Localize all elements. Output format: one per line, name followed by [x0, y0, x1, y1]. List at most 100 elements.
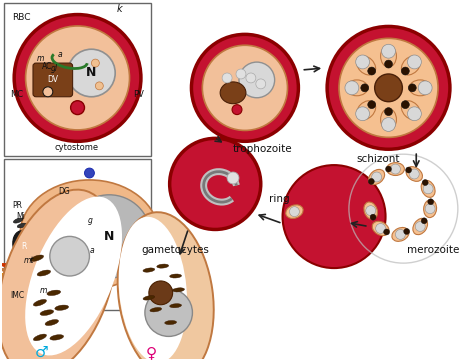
Circle shape	[290, 207, 300, 216]
Ellipse shape	[157, 264, 169, 268]
Ellipse shape	[381, 45, 396, 67]
Circle shape	[421, 218, 427, 224]
Circle shape	[401, 67, 409, 75]
Ellipse shape	[33, 299, 46, 306]
Ellipse shape	[386, 163, 404, 176]
Ellipse shape	[0, 263, 85, 283]
Circle shape	[14, 14, 141, 141]
Circle shape	[423, 184, 433, 194]
Circle shape	[395, 230, 405, 239]
Text: mt: mt	[24, 256, 35, 265]
Ellipse shape	[356, 101, 375, 120]
Circle shape	[84, 168, 94, 178]
Text: m: m	[36, 54, 44, 63]
Circle shape	[428, 199, 434, 205]
Circle shape	[382, 44, 395, 58]
Circle shape	[408, 84, 416, 92]
Circle shape	[170, 138, 261, 230]
Text: R: R	[21, 242, 27, 251]
Circle shape	[68, 195, 151, 278]
Ellipse shape	[33, 334, 46, 341]
Ellipse shape	[37, 270, 51, 276]
Ellipse shape	[410, 80, 431, 96]
Ellipse shape	[118, 217, 187, 362]
Circle shape	[64, 207, 79, 220]
Ellipse shape	[40, 310, 54, 315]
Text: IMC: IMC	[10, 291, 24, 300]
Circle shape	[145, 289, 192, 336]
Circle shape	[374, 74, 402, 102]
Ellipse shape	[165, 320, 177, 325]
Ellipse shape	[346, 80, 368, 96]
Circle shape	[368, 178, 374, 184]
Ellipse shape	[0, 278, 85, 298]
Ellipse shape	[20, 180, 159, 289]
Text: gametocytes: gametocytes	[142, 245, 210, 255]
Ellipse shape	[173, 288, 184, 292]
Ellipse shape	[0, 283, 85, 303]
Circle shape	[391, 164, 401, 174]
Circle shape	[246, 73, 256, 83]
Text: ring: ring	[269, 194, 290, 204]
Circle shape	[191, 34, 299, 141]
Ellipse shape	[45, 320, 58, 325]
Ellipse shape	[0, 268, 85, 288]
Ellipse shape	[170, 304, 182, 308]
Text: MC: MC	[10, 90, 23, 99]
Circle shape	[232, 105, 242, 115]
Ellipse shape	[21, 228, 31, 232]
Circle shape	[327, 26, 450, 149]
Ellipse shape	[47, 290, 61, 295]
Circle shape	[425, 204, 435, 214]
Circle shape	[384, 108, 392, 115]
Ellipse shape	[364, 202, 377, 219]
Circle shape	[366, 206, 376, 216]
Ellipse shape	[118, 212, 214, 362]
Ellipse shape	[170, 274, 182, 278]
Circle shape	[283, 165, 385, 268]
Ellipse shape	[392, 227, 409, 241]
Ellipse shape	[17, 223, 27, 228]
Ellipse shape	[413, 218, 428, 235]
Circle shape	[404, 228, 410, 235]
Circle shape	[55, 220, 69, 233]
Text: g: g	[88, 216, 92, 225]
Circle shape	[410, 169, 419, 179]
Ellipse shape	[13, 218, 23, 223]
Ellipse shape	[286, 205, 303, 218]
Circle shape	[372, 172, 382, 182]
Ellipse shape	[25, 197, 122, 355]
Text: RBC: RBC	[12, 13, 31, 22]
Ellipse shape	[0, 273, 85, 293]
Circle shape	[408, 107, 421, 121]
Ellipse shape	[401, 56, 420, 75]
Circle shape	[71, 101, 84, 115]
Circle shape	[368, 101, 376, 109]
Circle shape	[50, 236, 90, 276]
Ellipse shape	[421, 180, 435, 197]
Ellipse shape	[381, 109, 396, 130]
Bar	[4, 3, 151, 156]
Ellipse shape	[0, 190, 116, 362]
Text: Mi: Mi	[16, 212, 25, 221]
Circle shape	[368, 67, 376, 75]
Ellipse shape	[150, 307, 162, 312]
Circle shape	[43, 87, 53, 97]
Circle shape	[356, 107, 370, 121]
Text: gl: gl	[50, 64, 57, 72]
Circle shape	[227, 172, 239, 184]
Ellipse shape	[369, 169, 384, 185]
Text: m: m	[40, 286, 47, 295]
Circle shape	[26, 26, 129, 130]
Circle shape	[73, 215, 85, 227]
Circle shape	[91, 59, 100, 67]
Circle shape	[415, 222, 425, 231]
Text: schizont: schizont	[357, 154, 401, 164]
Circle shape	[384, 60, 392, 68]
Ellipse shape	[30, 255, 44, 261]
Text: ♀: ♀	[145, 345, 156, 360]
Text: a: a	[90, 246, 94, 255]
Ellipse shape	[424, 200, 437, 218]
Text: AC: AC	[42, 62, 53, 71]
Ellipse shape	[50, 335, 64, 340]
